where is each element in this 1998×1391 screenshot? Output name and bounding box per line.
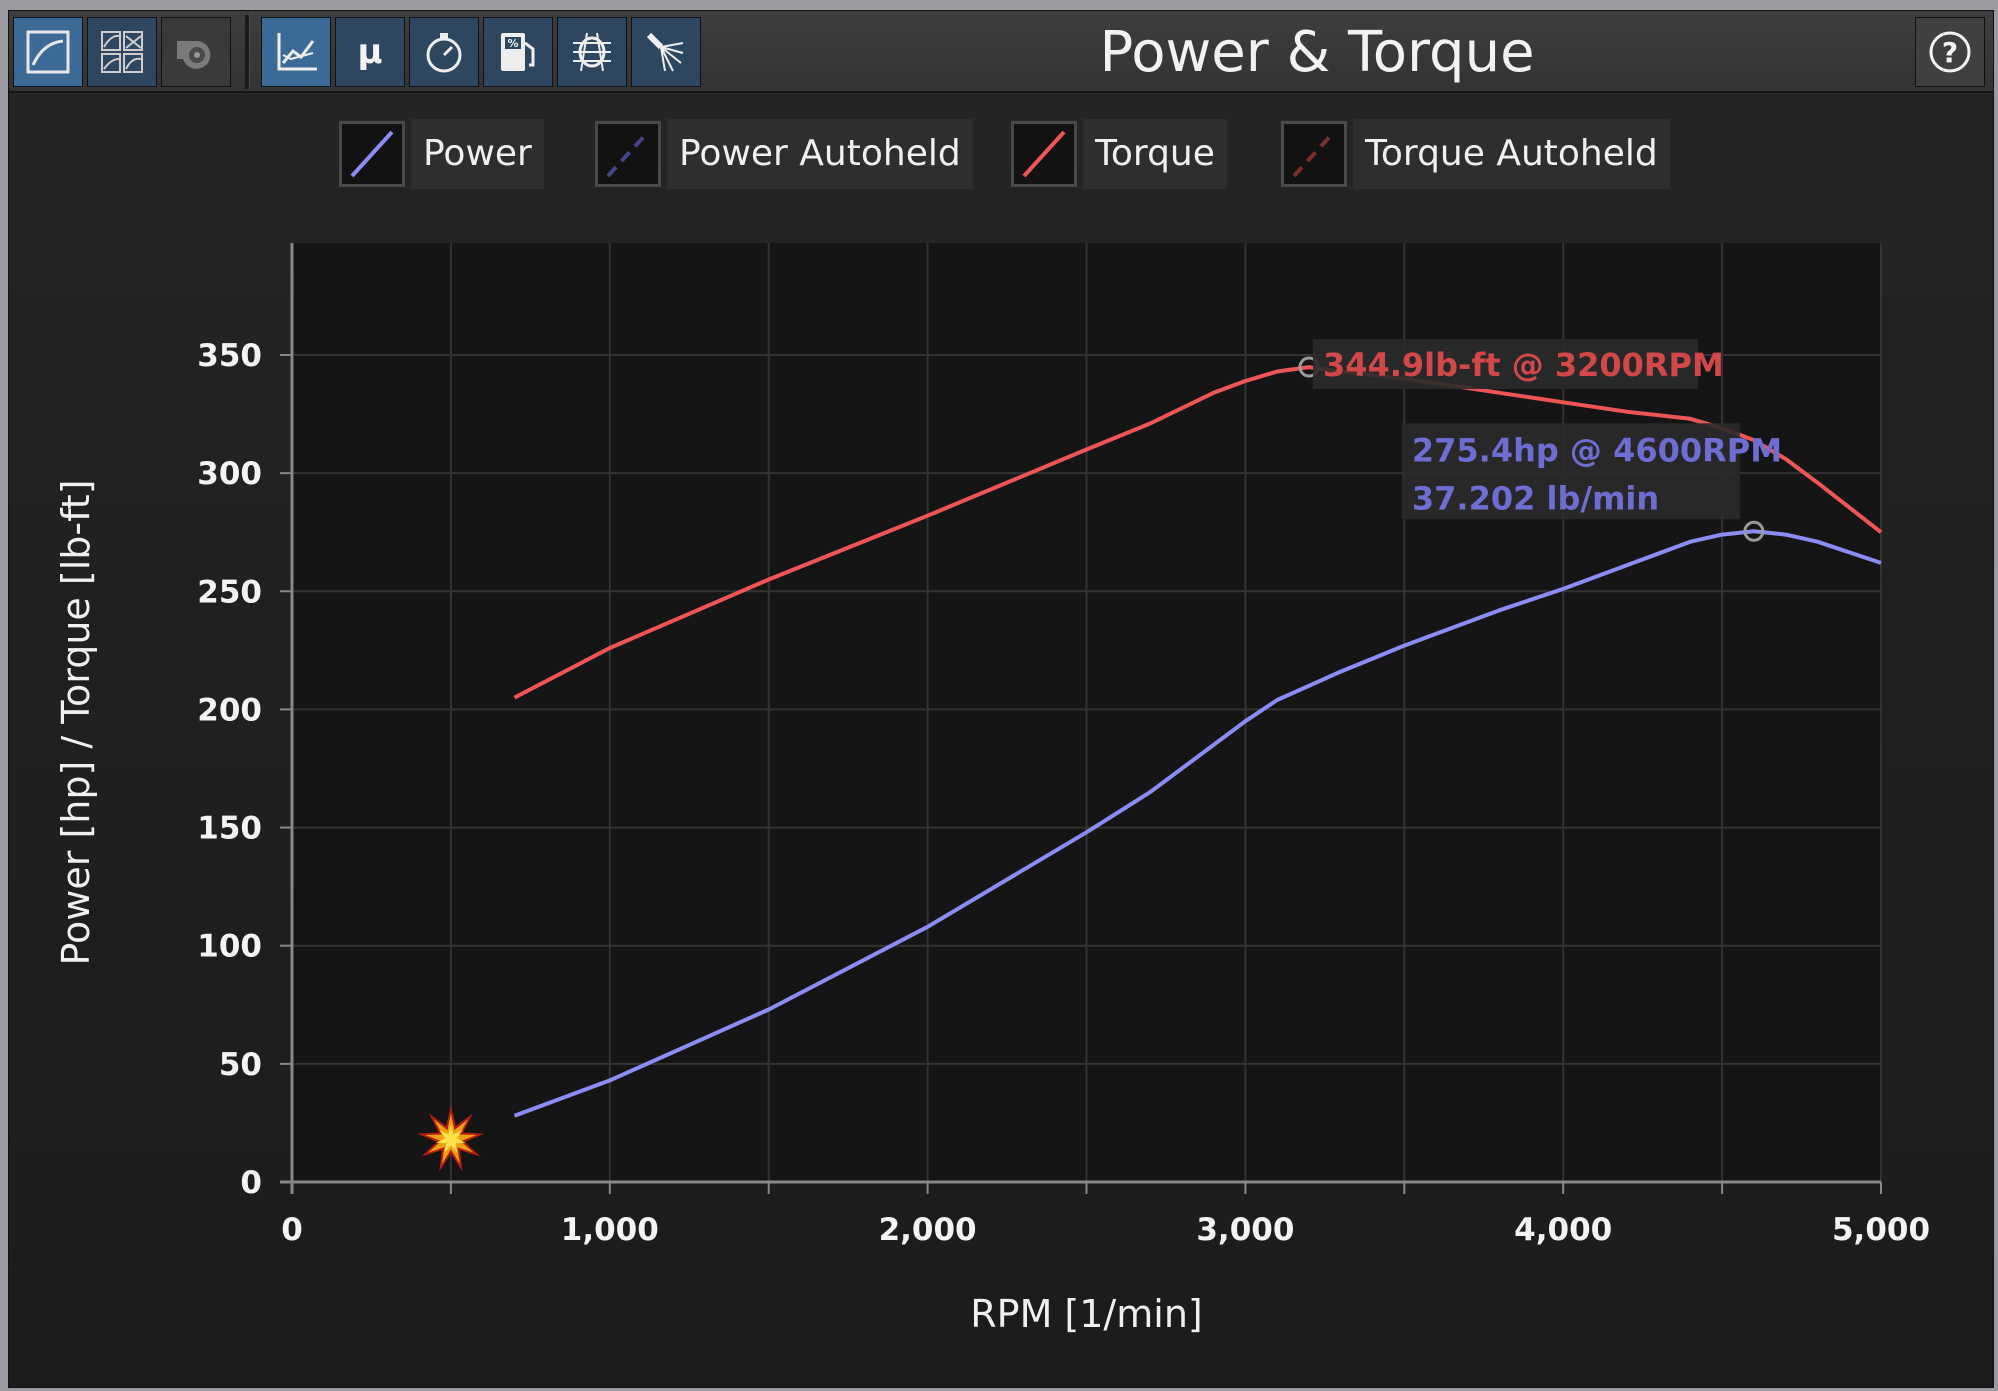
y-axis-title: Power [hp] / Torque [lb-ft] <box>54 479 98 965</box>
y-tick-label: 150 <box>197 811 262 847</box>
y-tick-label: 300 <box>197 456 262 492</box>
legend-item-torque[interactable]: Torque <box>1011 117 1227 193</box>
x-tick-label: 3,000 <box>1196 1212 1294 1248</box>
turbo-icon <box>177 40 211 69</box>
torque-peak-label: 344.9lb-ft @ 3200RPM <box>1323 346 1724 384</box>
power-torque-window: μ % <box>8 10 1994 1388</box>
explosion-marker-icon <box>417 1105 485 1172</box>
fuel-percent-button[interactable]: % <box>483 17 553 87</box>
series-line-power <box>513 529 1882 1118</box>
stopwatch-button[interactable] <box>409 17 479 87</box>
power-peak-label: 275.4hp @ 4600RPM <box>1412 431 1782 469</box>
grid-charts-view-icon <box>101 31 143 73</box>
fuel-percent-label: % <box>507 37 518 50</box>
engine-cooling-button[interactable] <box>557 17 627 87</box>
y-tick-label: 200 <box>197 692 262 728</box>
x-tick-label: 4,000 <box>1514 1212 1612 1248</box>
y-tick-label: 100 <box>197 929 262 965</box>
legend-label: Power <box>411 119 544 189</box>
x-tick-label: 5,000 <box>1832 1212 1930 1248</box>
power-peak-label-bg <box>1401 423 1740 520</box>
power-torque-chart: 0 50 100 150 200 250 300 350 0 1,000 2,000 3,000 4,0… <box>54 243 1930 1336</box>
solid-line-icon <box>1022 130 1066 178</box>
grid-charts-view-button[interactable] <box>87 17 157 87</box>
legend-label: Torque Autoheld <box>1353 119 1670 189</box>
legend-swatch-torque-autoheld[interactable] <box>1281 121 1347 187</box>
y-tick-label: 50 <box>219 1047 262 1083</box>
legend-item-power[interactable]: Power <box>339 117 544 193</box>
engine-cooling-icon <box>573 32 611 72</box>
legend-item-torque-autoheld[interactable]: Torque Autoheld <box>1281 117 1670 193</box>
help-label: ? <box>1942 36 1958 69</box>
air-flow-label: 37.202 lb/min <box>1412 479 1659 517</box>
legend-swatch-power-autoheld[interactable] <box>595 121 661 187</box>
spray-injector-button[interactable] <box>631 17 701 87</box>
x-tick-label: 0 <box>281 1212 303 1248</box>
legend-label: Power Autoheld <box>667 119 973 189</box>
y-tick-label: 250 <box>197 574 262 610</box>
legend-swatch-power[interactable] <box>339 121 405 187</box>
axes-chart-button[interactable] <box>261 17 331 87</box>
power-curve-view-button[interactable] <box>13 17 83 87</box>
y-tick-label: 0 <box>240 1165 262 1201</box>
help-button[interactable]: ? <box>1915 17 1985 87</box>
fuel-percent-icon: % <box>501 33 535 71</box>
dashed-line-icon <box>1292 130 1336 178</box>
turbo-button[interactable] <box>161 17 231 87</box>
legend-label: Torque <box>1083 119 1227 189</box>
stopwatch-icon <box>426 33 462 73</box>
axes-chart-icon <box>277 33 317 71</box>
torque-peak-label-bg <box>1312 339 1698 390</box>
page-title: Power & Torque <box>1099 20 1535 85</box>
power-curve-view-icon <box>26 30 70 74</box>
mu-label: μ <box>357 32 382 72</box>
mu-friction-button[interactable]: μ <box>335 17 405 87</box>
toolbar: μ % <box>9 11 1993 93</box>
power-peak-marker <box>1743 520 1765 542</box>
legend-swatch-torque[interactable] <box>1011 121 1077 187</box>
x-axis-title: RPM [1/min] <box>970 1292 1202 1336</box>
x-tick-label: 1,000 <box>561 1212 659 1248</box>
y-tick-label: 350 <box>197 338 262 374</box>
solid-line-icon <box>350 130 394 178</box>
legend-item-power-autoheld[interactable]: Power Autoheld <box>595 117 973 193</box>
help-icon: ? <box>1929 31 1971 73</box>
spray-injector-icon <box>646 32 684 72</box>
x-tick-label: 2,000 <box>879 1212 977 1248</box>
mu-friction-icon: μ <box>357 32 382 72</box>
dashed-line-icon <box>606 130 650 178</box>
